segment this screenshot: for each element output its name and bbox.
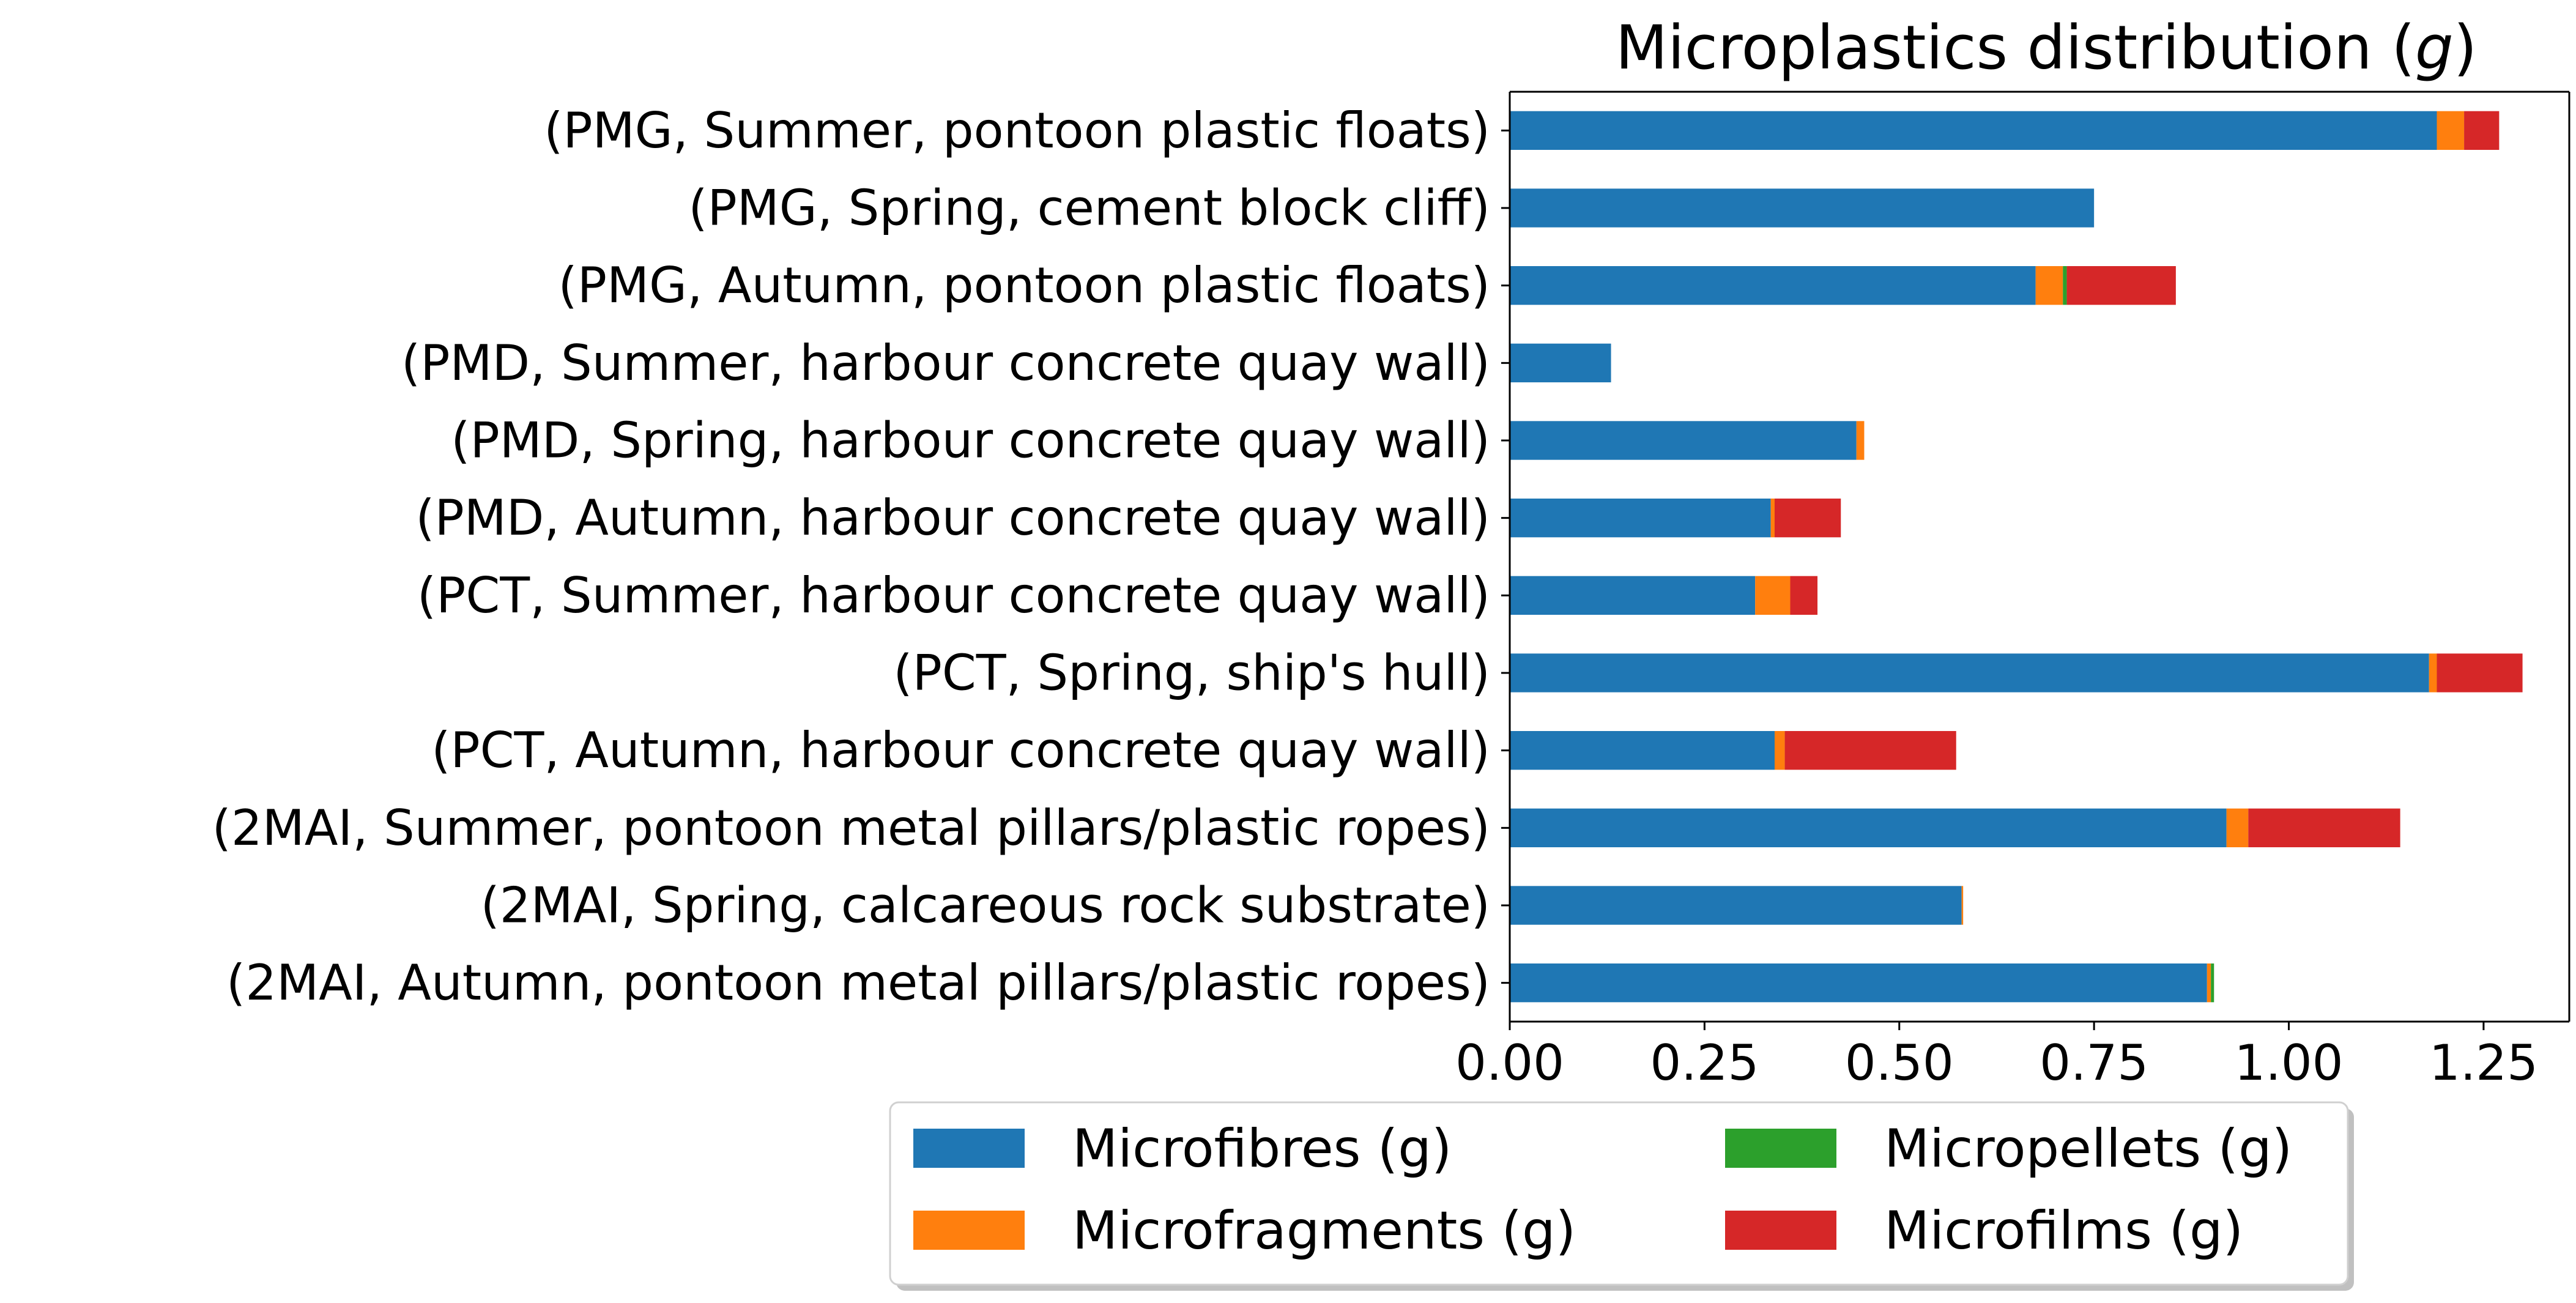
legend-swatch	[913, 1129, 1025, 1168]
bar-segment-8-3	[1784, 731, 1956, 770]
bar-segment-0-3	[2464, 111, 2500, 150]
bar-segment-10-0	[1510, 886, 1962, 925]
y-tick-label: (2MAI, Spring, calcareous rock substrate…	[481, 877, 1490, 934]
x-tick-label: 1.25	[2429, 1034, 2538, 1091]
bar-segment-4-1	[1856, 421, 1865, 460]
plot-area: (PMG, Summer, pontoon plastic floats) (PM…	[212, 91, 2570, 1091]
bar-segment-2-1	[2035, 266, 2063, 305]
legend-label: Microfragments (g)	[1072, 1200, 1576, 1261]
bar-segment-11-0	[1510, 963, 2207, 1003]
bar-segment-10-1	[1961, 886, 1964, 925]
legend: Microfibres (g) Microfragments (g) Micrope…	[889, 1101, 2354, 1291]
bar-segment-7-0	[1510, 653, 2429, 692]
bar-segment-2-3	[2066, 266, 2176, 305]
y-tick-label: (PMD, Autumn, harbour concrete quay wall…	[415, 489, 1490, 546]
bar-segment-9-3	[2248, 808, 2400, 847]
x-tick-label: 0.75	[2040, 1034, 2148, 1091]
bar-segment-1-0	[1510, 188, 2095, 228]
x-tick-label: 0.25	[1650, 1034, 1759, 1091]
bar-segment-0-1	[2437, 111, 2465, 150]
x-tick-label: 1.00	[2234, 1034, 2343, 1091]
bar-segment-9-1	[2226, 808, 2249, 847]
bar-segment-5-3	[1775, 499, 1841, 538]
bar-segment-6-1	[1755, 576, 1791, 615]
y-tick-label: (PMD, Spring, harbour concrete quay wall…	[451, 412, 1490, 469]
y-tick-label: (PCT, Autumn, harbour concrete quay wall…	[431, 722, 1490, 779]
y-tick-label: (PMG, Spring, cement block cliff)	[688, 180, 1490, 237]
y-tick-label: (2MAI, Summer, pontoon metal pillars/pla…	[212, 800, 1490, 856]
legend-label: Microfibres (g)	[1072, 1118, 1452, 1179]
legend-swatch	[1725, 1129, 1836, 1168]
y-tick-label: (PMD, Summer, harbour concrete quay wall…	[401, 335, 1490, 392]
bar-segment-6-0	[1510, 576, 1756, 615]
legend-swatch	[1725, 1211, 1836, 1250]
bar-segment-0-0	[1510, 111, 2437, 150]
y-tick-label: (PCT, Summer, harbour concrete quay wall…	[417, 567, 1490, 624]
bar-segment-3-0	[1510, 343, 1611, 382]
chart-title-main: Microplastics distribution (	[1616, 13, 2415, 83]
bar-segment-5-1	[1770, 499, 1775, 538]
bar-segment-8-1	[1775, 731, 1785, 770]
legend-box	[889, 1101, 2349, 1286]
legend-swatch	[913, 1211, 1025, 1250]
y-tick-label: (PCT, Spring, ship's hull)	[893, 645, 1490, 702]
bar-segment-9-0	[1510, 808, 2227, 847]
x-tick-label: 0.00	[1455, 1034, 1564, 1091]
bar-segment-11-2	[2211, 963, 2214, 1003]
legend-label: Microfilms (g)	[1884, 1200, 2243, 1261]
bar-segment-11-1	[2207, 963, 2211, 1003]
legend-label: Micropellets (g)	[1884, 1118, 2292, 1179]
chart-title-close: )	[2454, 13, 2478, 83]
bar-segment-4-0	[1510, 421, 1857, 460]
bar-segment-2-0	[1510, 266, 2036, 305]
bar-segment-6-3	[1790, 576, 1818, 615]
y-tick-label: (2MAI, Autumn, pontoon metal pillars/pla…	[226, 954, 1490, 1011]
y-tick-label: (PMG, Autumn, pontoon plastic floats)	[559, 257, 1490, 314]
x-tick-label: 0.50	[1845, 1034, 1954, 1091]
chart-title: Microplastics distribution (g)	[1616, 13, 2478, 83]
bar-segment-8-0	[1510, 731, 1775, 770]
bar-segment-7-1	[2429, 653, 2437, 692]
bar-segment-5-0	[1510, 499, 1771, 538]
bar-segment-7-3	[2437, 653, 2523, 692]
chart-title-unit: g	[2415, 13, 2454, 83]
y-tick-label: (PMG, Summer, pontoon plastic floats)	[544, 102, 1490, 159]
bar-segment-2-2	[2063, 266, 2067, 305]
